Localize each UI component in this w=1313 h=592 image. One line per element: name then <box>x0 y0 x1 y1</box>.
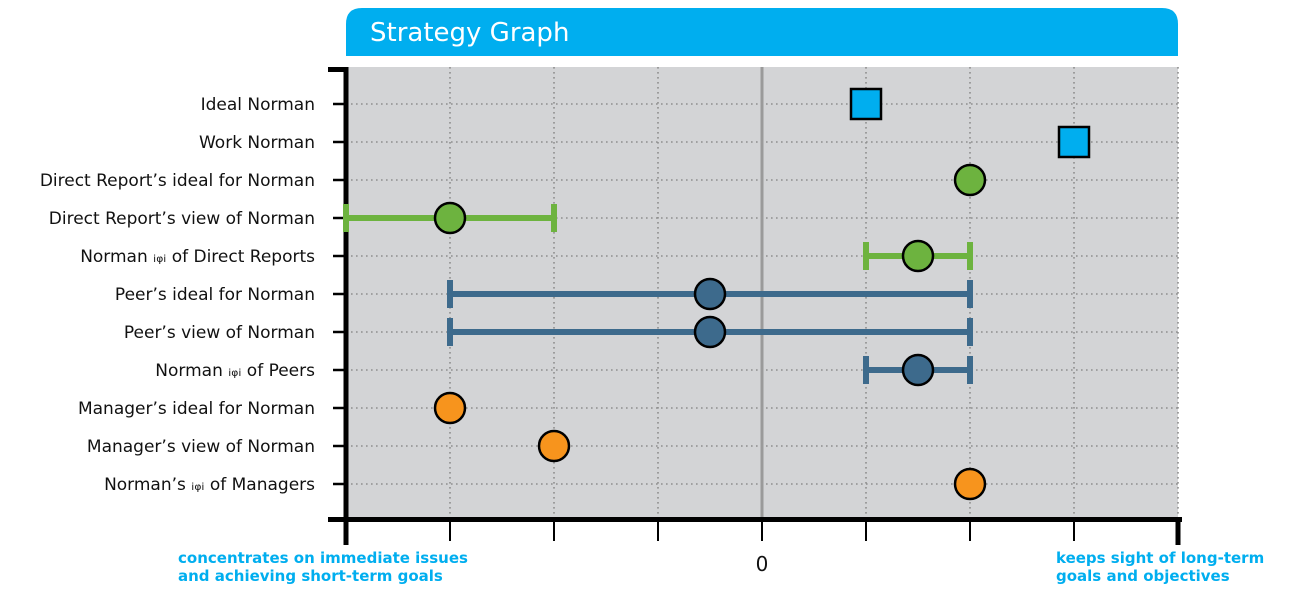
circle-marker <box>433 201 467 235</box>
right-axis-caption: keeps sight of long-term goals and objec… <box>1056 549 1264 585</box>
row-label: Direct Report’s view of Norman <box>49 209 315 229</box>
left-caption-line-2: and achieving short-term goals <box>178 567 443 585</box>
left-axis-caption: concentrates on immediate issues and ach… <box>178 549 468 585</box>
row-label: Peer’s view of Norman <box>124 323 315 343</box>
row-label: Manager’s ideal for Norman <box>78 399 315 419</box>
circle-marker <box>693 277 727 311</box>
row-label: Work Norman <box>199 133 315 153</box>
row-label: Direct Report’s ideal for Norman <box>40 171 315 191</box>
circle-marker <box>693 315 727 349</box>
row-label: Peer’s ideal for Norman <box>115 285 315 305</box>
circle-marker <box>537 429 571 463</box>
row-label: Norman ᵢᵩᵢ of Direct Reports <box>80 247 315 267</box>
right-caption-line-2: goals and objectives <box>1056 567 1230 585</box>
row-label: Ideal Norman <box>201 95 315 115</box>
circle-marker <box>953 163 987 197</box>
circle-marker <box>953 467 987 501</box>
circle-marker <box>901 239 935 273</box>
data-markers <box>433 87 1091 501</box>
row-label: Manager’s view of Norman <box>87 437 315 457</box>
right-caption-line-1: keeps sight of long-term <box>1056 549 1265 567</box>
square-marker <box>849 87 883 121</box>
circle-marker <box>433 391 467 425</box>
chart-title: Strategy Graph <box>370 18 569 48</box>
row-label: Norman’s ᵢᵩᵢ of Managers <box>104 475 315 495</box>
title-bar <box>346 8 1178 56</box>
axes <box>328 67 1182 545</box>
x-axis-zero-label: 0 <box>756 552 769 576</box>
row-labels: Ideal Norman Work Norman Direct Report’s i… <box>40 95 315 495</box>
left-caption-line-1: concentrates on immediate issues <box>178 549 468 567</box>
circle-marker <box>901 353 935 387</box>
square-marker <box>1057 125 1091 159</box>
row-label: Norman ᵢᵩᵢ of Peers <box>155 361 315 381</box>
